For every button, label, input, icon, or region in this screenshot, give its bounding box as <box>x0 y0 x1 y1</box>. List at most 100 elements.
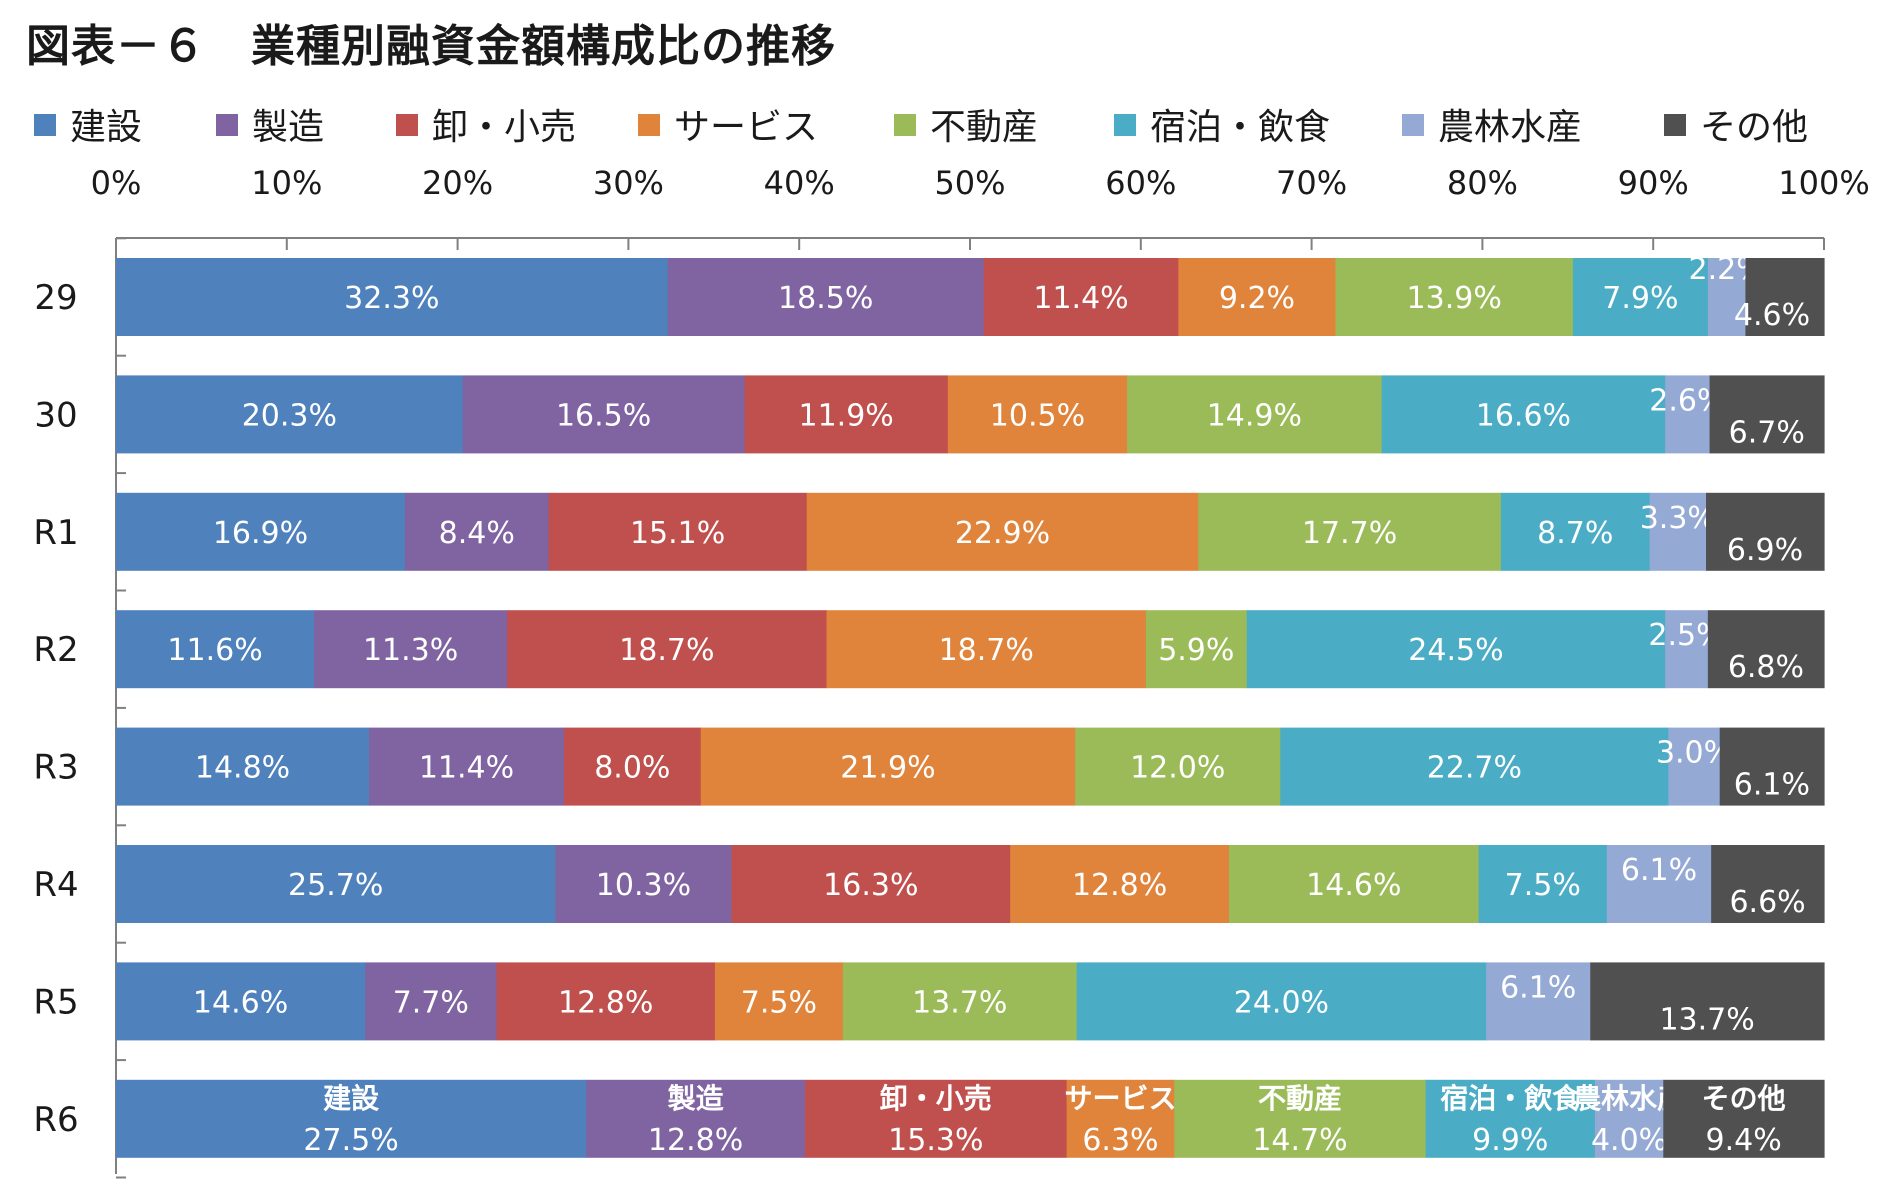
bar-segment <box>700 727 1076 806</box>
data-label: 5.9% <box>1158 633 1234 668</box>
data-label: 8.0% <box>594 751 670 786</box>
bar-segment <box>805 1079 1068 1158</box>
bar-segment <box>496 962 716 1041</box>
data-label: 3.0% <box>1656 736 1732 771</box>
in-bar-category-label: その他 <box>1702 1082 1786 1115</box>
category-label: R6 <box>33 1100 78 1140</box>
legend-label-2: 製造 <box>252 107 324 148</box>
bar-segment <box>404 492 550 571</box>
bar-segment <box>1381 375 1666 454</box>
data-label: 17.7% <box>1302 516 1397 551</box>
data-label: 6.3% <box>1082 1123 1158 1158</box>
bar-segment <box>1665 610 1709 689</box>
bar-row-R4: R4 25.7% 10.3% 16.3% 12.8% 14.6% 7.5% 6.1% 6.6% <box>33 845 1825 923</box>
data-label: 22.7% <box>1427 751 1522 786</box>
bar-segment <box>1425 1079 1596 1158</box>
bar-segment <box>1010 845 1230 923</box>
category-label: 29 <box>34 278 77 318</box>
bar-segment <box>116 845 556 923</box>
data-label: 25.7% <box>288 868 383 903</box>
bar-segment <box>1145 610 1248 689</box>
bar-segment <box>806 492 1199 571</box>
bar-segment <box>1709 375 1825 454</box>
bar-segment <box>116 1079 587 1158</box>
data-label: 12.8% <box>1072 868 1167 903</box>
bar-segment <box>1590 962 1825 1041</box>
bar-segment <box>1075 727 1281 806</box>
bar-segment <box>1127 375 1383 454</box>
category-label: R1 <box>33 513 78 553</box>
bar-segment <box>563 727 702 806</box>
bar-row-30: 30 20.3% 16.5% 11.9% 10.5% 14.9% 16.6% 2.6%6.7% <box>34 375 1825 454</box>
bar-segment <box>116 610 315 689</box>
x-tick-label-3: 30% <box>593 164 664 202</box>
data-label: 11.6% <box>167 633 262 668</box>
bar-segment <box>1178 258 1337 336</box>
data-label: 16.9% <box>213 516 308 551</box>
bar-segment <box>1486 962 1591 1041</box>
bar-segment <box>1280 727 1670 806</box>
legend-swatch-5 <box>894 114 916 136</box>
data-label: 6.9% <box>1727 533 1803 568</box>
bar-segment <box>1606 845 1712 923</box>
data-label: 21.9% <box>840 751 935 786</box>
bar-row-R2: R2 11.6% 11.3% 18.7% 18.7% 5.9% 24.5% 2.5%6.8% <box>33 610 1825 689</box>
legend-swatch-7 <box>1402 114 1424 136</box>
legend-label-7: 農林水産 <box>1438 107 1582 148</box>
bar-row-29: 29 32.3% 18.5% 11.4% 9.2% 13.9% 7.9%2.2%4.6% <box>34 252 1825 336</box>
bar-segment <box>947 375 1128 454</box>
data-label: 16.3% <box>823 868 918 903</box>
bar-segment <box>826 610 1147 689</box>
legend-label-4: サービス <box>674 107 818 148</box>
x-tick-label-10: 100% <box>1778 164 1869 202</box>
in-bar-category-label: サービス <box>1064 1082 1176 1115</box>
bar-segment <box>586 1079 806 1158</box>
category-label: R3 <box>33 748 78 788</box>
bar-segment <box>507 610 828 689</box>
legend: 建設 製造 卸・小売 サービス 不動産 宿泊・飲食 農林水産 その他 <box>34 107 1808 148</box>
data-label: 6.6% <box>1729 885 1805 920</box>
bar-segment <box>1572 258 1709 336</box>
data-label: 7.5% <box>741 985 817 1020</box>
data-label: 14.9% <box>1207 398 1302 433</box>
data-label: 13.7% <box>1659 1002 1754 1037</box>
bar-segment <box>1246 610 1666 689</box>
data-label: 9.4% <box>1706 1123 1782 1158</box>
x-tick-label-4: 40% <box>764 164 835 202</box>
legend-label-6: 宿泊・飲食 <box>1150 107 1330 148</box>
bar-segment <box>842 962 1078 1041</box>
data-label: 14.6% <box>193 985 288 1020</box>
data-label: 9.9% <box>1472 1123 1548 1158</box>
bar-segment <box>116 727 370 806</box>
bar-segment <box>369 727 565 806</box>
data-label: 12.8% <box>648 1123 743 1158</box>
bar-segment <box>1229 845 1480 923</box>
bar-segment <box>1066 1079 1175 1158</box>
legend-swatch-3 <box>396 114 418 136</box>
bar-segment <box>555 845 733 923</box>
legend-label-1: 建設 <box>70 107 142 148</box>
data-label: 11.4% <box>1033 281 1128 316</box>
bar-segment <box>1594 1079 1664 1158</box>
data-label: 12.8% <box>558 985 653 1020</box>
bar-segment <box>116 492 406 571</box>
data-label: 12.0% <box>1130 751 1225 786</box>
legend-label-8: その他 <box>1700 107 1808 148</box>
data-label: 13.9% <box>1407 281 1502 316</box>
bar-segment <box>1665 375 1711 454</box>
category-label: R5 <box>33 982 78 1022</box>
bar-row-R5: R5 14.6% 7.7% 12.8% 7.5% 13.7% 24.0% 6.1% 13.7% <box>33 962 1825 1041</box>
x-tick-label-8: 80% <box>1447 164 1518 202</box>
bars: 29 32.3% 18.5% 11.4% 9.2% 13.9% 7.9%2.2%4.6% 30… <box>33 252 1825 1158</box>
bar-segment <box>1478 845 1608 923</box>
x-tick-label-7: 70% <box>1276 164 1347 202</box>
x-tick-label-1: 10% <box>251 164 322 202</box>
data-label: 15.1% <box>630 516 725 551</box>
x-axis: 0% 10% 20% 30% 40% 50% 60% 70% 80% 90% 100% <box>91 164 1870 1179</box>
data-label: 11.9% <box>799 398 894 433</box>
in-bar-category-label: 卸・小売 <box>880 1082 992 1115</box>
data-label: 3.3% <box>1640 501 1716 536</box>
legend-swatch-8 <box>1664 114 1686 136</box>
bar-segment <box>731 845 1011 923</box>
